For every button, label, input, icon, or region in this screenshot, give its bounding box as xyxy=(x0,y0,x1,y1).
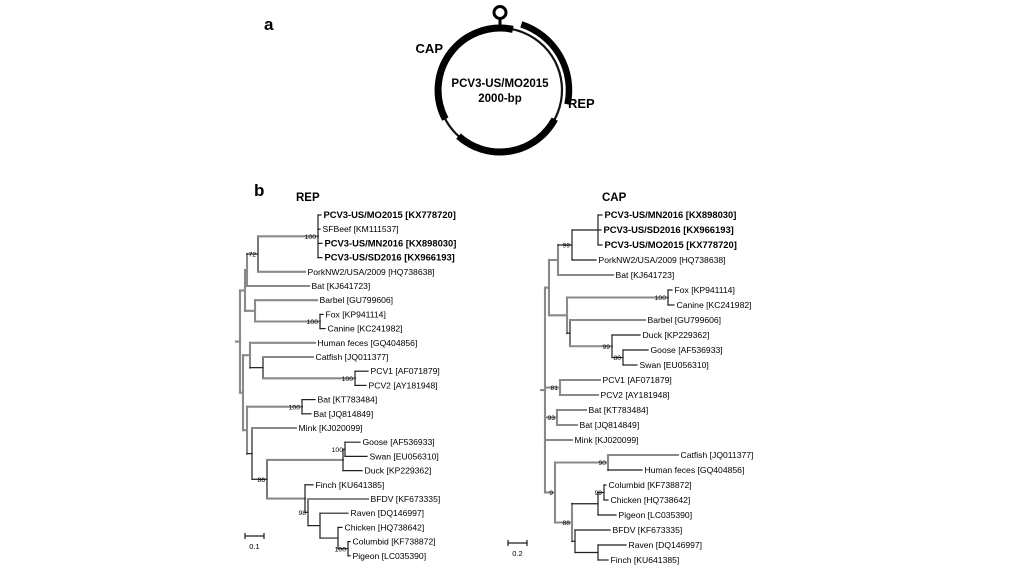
taxon-label: PCV2 [AY181948] xyxy=(601,390,670,400)
taxon-label: PCV3-US/SD2016 [KX966193] xyxy=(325,252,455,263)
bootstrap-value: 99 xyxy=(562,243,570,250)
taxon-label: Bat [KT783484] xyxy=(318,395,378,405)
taxon-label: Raven [DQ146997] xyxy=(629,540,703,550)
taxon-label: Duck [KP229362] xyxy=(365,466,432,476)
taxon-label: PCV3-US/MO2015 [KX778720] xyxy=(605,239,737,250)
taxon-label: PCV1 [AF071879] xyxy=(603,375,672,385)
panel-b-letter: b xyxy=(254,181,264,200)
taxon-label: Columbid [KF738872] xyxy=(353,537,436,547)
bootstrap-value: 88 xyxy=(562,520,570,527)
scale-bar-label: 0.2 xyxy=(512,549,522,558)
taxon-label: Columbid [KF738872] xyxy=(609,480,692,490)
rep-orf-arc xyxy=(520,21,573,105)
cap-orf-label: CAP xyxy=(416,41,444,56)
taxon-label: Pigeon [LC035390] xyxy=(619,510,693,520)
taxon-label: Finch [KU641385] xyxy=(611,555,680,565)
taxon-label: Chicken [HQ738642] xyxy=(611,495,691,505)
taxon-label: PorkNW2/USA/2009 [HQ738638] xyxy=(599,255,726,265)
bootstrap-value: 72 xyxy=(248,252,256,259)
taxon-label: Human feces [GQ404856] xyxy=(318,338,418,348)
taxon-label: Pigeon [LC035390] xyxy=(353,551,427,561)
bootstrap-value: 9 xyxy=(549,490,553,497)
taxon-label: Duck [KP229362] xyxy=(643,330,710,340)
taxon-label: PorkNW2/USA/2009 [HQ738638] xyxy=(308,267,435,277)
taxon-label: Bat [JQ814849] xyxy=(580,420,640,430)
taxon-label: PCV3-US/MO2015 [KX778720] xyxy=(324,209,456,220)
taxon-label: PCV3-US/MN2016 [KX898030] xyxy=(605,209,737,220)
taxon-label: Bat [KJ641723] xyxy=(312,281,371,291)
taxon-label: Mink [KJ020099] xyxy=(299,423,363,433)
genome-map: CAP REP PCV3-US/MO2015 2000-bp xyxy=(416,5,595,156)
bootstrap-value: 100 xyxy=(307,319,319,326)
rep-tree-title: REP xyxy=(296,192,320,204)
bottom-orf-arc xyxy=(456,117,558,156)
taxon-label: PCV3-US/MN2016 [KX898030] xyxy=(325,237,457,248)
genome-size: 2000-bp xyxy=(478,93,521,105)
taxon-label: Canine [KC241982] xyxy=(677,300,752,310)
taxon-label: Barbel [GU799606] xyxy=(320,295,394,305)
taxon-label: Catfish [JQ011377] xyxy=(681,450,754,460)
bootstrap-value: 99 xyxy=(594,490,602,497)
bootstrap-value: 90 xyxy=(598,460,606,467)
taxon-label: Bat [JQ814849] xyxy=(314,409,374,419)
taxon-label: Raven [DQ146997] xyxy=(351,508,425,518)
bootstrap-value: 100 xyxy=(289,404,301,411)
bootstrap-value: 98 xyxy=(298,510,306,517)
bootstrap-value: 100 xyxy=(655,295,667,302)
taxon-label: Fox [KP941114] xyxy=(675,285,735,295)
bootstrap-value: 100 xyxy=(332,447,344,454)
taxon-label: Chicken [HQ738642] xyxy=(345,522,425,532)
taxon-label: Canine [KC241982] xyxy=(328,324,403,334)
scale-bar-label: 0.1 xyxy=(249,542,259,551)
taxon-label: Finch [KU641385] xyxy=(316,480,385,490)
taxon-label: SFBeef [KM111537] xyxy=(323,224,399,234)
taxon-label: Goose [AF536933] xyxy=(651,345,723,355)
cap-orf-arc xyxy=(434,24,514,121)
stem-loop-icon xyxy=(492,5,508,20)
taxon-label: Bat [KJ641723] xyxy=(616,270,675,280)
panel-a-letter: a xyxy=(264,15,274,34)
taxon-label: Fox [KP941114] xyxy=(326,309,386,319)
taxon-label: Mink [KJ020099] xyxy=(575,435,639,445)
taxon-label: PCV2 [AY181948] xyxy=(369,380,438,390)
bootstrap-value: 100 xyxy=(335,546,347,553)
taxon-label: PCV3-US/SD2016 [KX966193] xyxy=(604,224,734,235)
taxon-label: Barbel [GU799606] xyxy=(648,315,722,325)
taxon-label: Catfish [JQ011377] xyxy=(316,352,389,362)
bootstrap-value: 99 xyxy=(602,344,610,351)
taxon-label: Swan [EU056310] xyxy=(370,451,439,461)
taxon-label: BFDV [KF673335] xyxy=(613,525,683,535)
bootstrap-value: 81 xyxy=(550,385,558,392)
taxon-label: BFDV [KF673335] xyxy=(371,494,441,504)
cap-tree: PCV3-US/MN2016 [KX898030] PCV3-US/SD2016 … xyxy=(507,209,754,565)
rep-tree: PCV3-US/MO2015 [KX778720] SFBeef [KM11153… xyxy=(234,209,457,561)
genome-name: PCV3-US/MO2015 xyxy=(451,78,549,90)
taxon-label: Goose [AF536933] xyxy=(363,437,435,447)
cap-tree-title: CAP xyxy=(602,192,627,204)
taxon-label: Swan [EU056310] xyxy=(640,360,709,370)
bootstrap-value: 100 xyxy=(305,234,317,241)
rep-orf-label: REP xyxy=(568,96,595,111)
bootstrap-value: 80 xyxy=(613,355,621,362)
taxon-label: Human feces [GQ404856] xyxy=(645,465,745,475)
bootstrap-value: 86 xyxy=(257,477,265,484)
taxon-label: Bat [KT783484] xyxy=(589,405,649,415)
bootstrap-value: 93 xyxy=(547,415,555,422)
taxon-label: PCV1 [AF071879] xyxy=(371,366,440,376)
bootstrap-value: 100 xyxy=(342,376,354,383)
